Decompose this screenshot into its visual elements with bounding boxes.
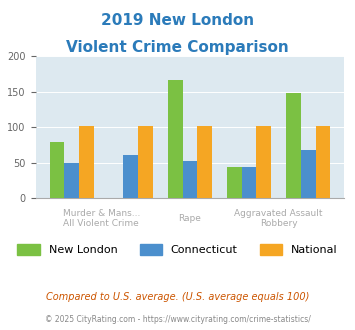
Text: All Violent Crime: All Violent Crime [64,219,139,228]
Bar [301,150,316,198]
Bar [64,163,79,198]
Text: Rape: Rape [179,214,201,223]
Bar [256,126,271,198]
Bar [182,161,197,198]
Legend: New London, Connecticut, National: New London, Connecticut, National [17,244,338,255]
Bar [138,126,153,198]
Text: Violent Crime Comparison: Violent Crime Comparison [66,40,289,54]
Bar [124,155,138,198]
Bar [227,168,242,198]
Text: Murder & Mans...: Murder & Mans... [62,209,140,218]
Text: © 2025 CityRating.com - https://www.cityrating.com/crime-statistics/: © 2025 CityRating.com - https://www.city… [45,315,310,324]
Bar [50,142,64,198]
Bar [286,93,301,198]
Text: Aggravated Assault: Aggravated Assault [234,209,323,218]
Bar [168,80,182,198]
Bar [197,126,212,198]
Text: 2019 New London: 2019 New London [101,13,254,28]
Text: Robbery: Robbery [260,219,297,228]
Bar [79,126,94,198]
Text: Compared to U.S. average. (U.S. average equals 100): Compared to U.S. average. (U.S. average … [46,292,309,302]
Bar [242,168,256,198]
Bar [316,126,330,198]
